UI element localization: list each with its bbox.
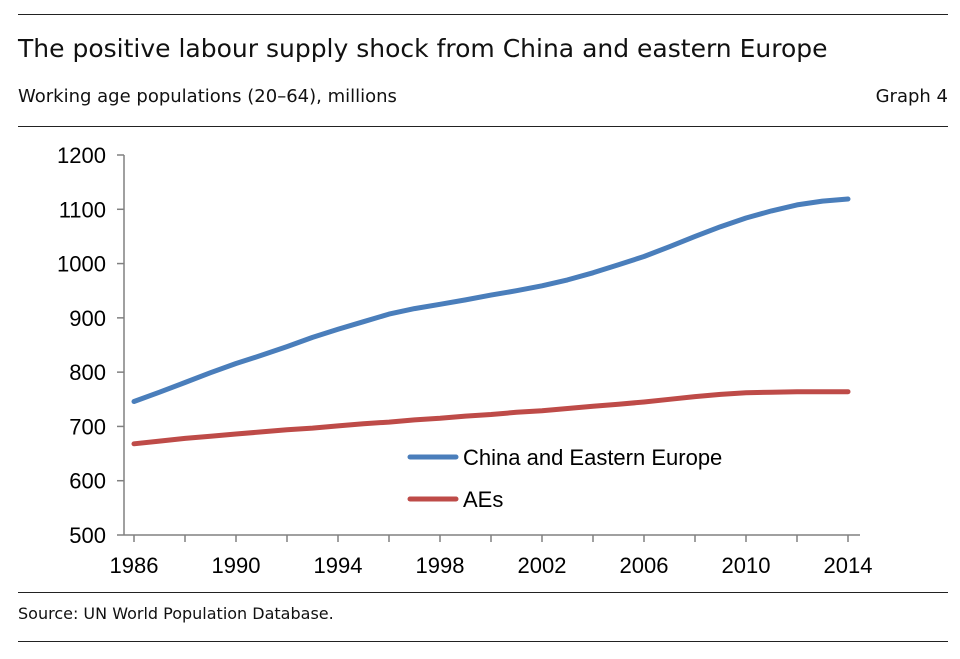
series-line-china-eastern-europe [131,196,851,404]
x-tick-label: 2002 [518,553,567,578]
series-line-aes [131,389,851,447]
chart-legend: China and Eastern Europe AEs [407,445,722,512]
x-tick-label: 1990 [212,553,261,578]
x-tick-label: 2006 [620,553,669,578]
header-rule [18,126,948,127]
y-tick-label: 1000 [57,252,106,277]
legend-label: AEs [463,487,503,512]
chart-subtitle: Working age populations (20–64), million… [18,86,397,107]
x-tick-label: 1998 [416,553,465,578]
y-tick-label: 800 [69,360,106,385]
chart-axes: 500 600 700 800 900 1000 1100 1200 1986 1990 1994 1… [57,143,872,578]
source-note: Source: UN World Population Database. [18,604,334,623]
y-tick-label: 700 [69,414,106,439]
top-rule [18,14,948,15]
y-tick-label: 900 [69,306,106,331]
bottom-rule [18,641,948,642]
graph-number: Graph 4 [875,86,948,107]
x-tick-label: 1986 [110,553,159,578]
y-tick-label: 500 [69,523,106,548]
chart-title: The positive labour supply shock from Ch… [18,34,828,63]
x-tick-label: 2014 [824,553,873,578]
y-tick-label: 600 [69,469,106,494]
legend-label: China and Eastern Europe [463,445,722,470]
x-tick-label: 1994 [314,553,363,578]
chart-lines [131,196,851,447]
footer-rule [18,592,948,593]
x-tick-label: 2010 [722,553,771,578]
y-tick-label: 1200 [57,143,106,168]
y-tick-label: 1100 [59,197,106,222]
